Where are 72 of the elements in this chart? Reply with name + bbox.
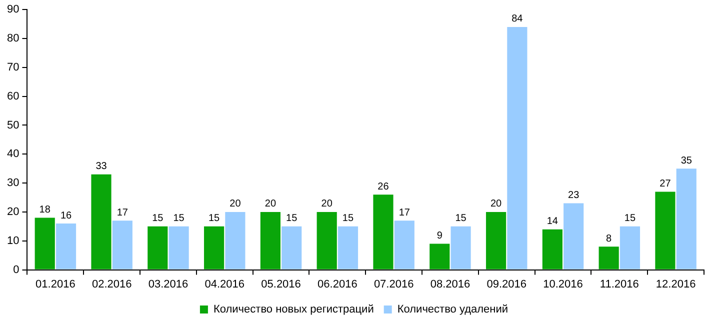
x-tick-label: 11.2016 [600, 278, 639, 290]
legend-label: Количество новых регистраций [213, 304, 374, 316]
data-label: 17 [116, 207, 128, 218]
bar [598, 246, 619, 270]
data-label: 15 [173, 213, 185, 224]
bar [430, 244, 450, 270]
bar [373, 194, 394, 270]
bar [655, 192, 676, 270]
bar [450, 226, 471, 270]
bar [394, 220, 414, 270]
data-label: 17 [398, 207, 410, 218]
data-label: 15 [208, 213, 220, 224]
x-tick-label: 12.2016 [656, 278, 696, 290]
x-tick-label: 01.2016 [36, 278, 76, 290]
bar [338, 226, 358, 270]
bar [676, 168, 696, 270]
bar [260, 212, 280, 270]
x-tick-label: 10.2016 [543, 278, 583, 290]
y-tick-label: 60 [6, 90, 20, 102]
data-label: 20 [230, 198, 242, 210]
bar [486, 212, 506, 270]
y-tick-label: 50 [6, 119, 20, 132]
data-label: 20 [264, 198, 276, 210]
y-tick-label: 30 [6, 177, 20, 190]
y-tick-label: 0 [13, 264, 20, 276]
x-tick-label: 02.2016 [92, 278, 132, 290]
data-label: 15 [455, 213, 467, 224]
y-tick-label: 10 [6, 234, 20, 247]
x-tick-label: 03.2016 [148, 278, 188, 290]
bar [56, 224, 76, 270]
bar [168, 226, 189, 270]
bar [148, 226, 168, 270]
bar [282, 226, 302, 270]
y-tick-label: 40 [6, 148, 20, 160]
bar [620, 226, 640, 270]
y-tick-label: 90 [6, 4, 20, 16]
bar [507, 26, 528, 270]
data-label: 35 [680, 155, 692, 166]
data-label: 15 [342, 213, 354, 224]
data-label: 18 [39, 204, 51, 216]
data-label: 23 [568, 190, 580, 202]
data-label: 20 [321, 198, 333, 210]
x-tick-label: 05.2016 [261, 278, 301, 290]
x-tick-label: 08.2016 [430, 278, 470, 290]
bar [225, 212, 246, 270]
data-label: 20 [490, 198, 502, 210]
data-label: 84 [512, 14, 524, 25]
data-label: 14 [546, 216, 558, 228]
data-label: 33 [96, 161, 108, 172]
data-label: 15 [624, 213, 636, 224]
data-label: 15 [286, 213, 298, 224]
bar [542, 229, 562, 270]
bar [112, 220, 132, 270]
data-label: 27 [660, 178, 672, 190]
bar [316, 212, 337, 270]
data-label: 16 [60, 210, 72, 222]
bar [564, 203, 584, 270]
x-tick-label: 09.2016 [486, 278, 526, 290]
bar [91, 174, 112, 270]
y-tick-label: 20 [6, 206, 20, 218]
data-label: 15 [152, 213, 164, 224]
x-tick-label: 04.2016 [204, 278, 245, 290]
bar [204, 226, 224, 270]
legend-label: Количество удалений [397, 304, 508, 316]
data-label: 9 [436, 230, 443, 242]
y-tick-label: 80 [6, 32, 20, 45]
x-tick-label: 07.2016 [374, 278, 414, 290]
bar [34, 218, 55, 270]
data-label: 26 [378, 181, 390, 192]
y-tick-label: 70 [6, 61, 20, 74]
data-label: 8 [606, 233, 612, 244]
x-tick-label: 06.2016 [318, 278, 358, 290]
